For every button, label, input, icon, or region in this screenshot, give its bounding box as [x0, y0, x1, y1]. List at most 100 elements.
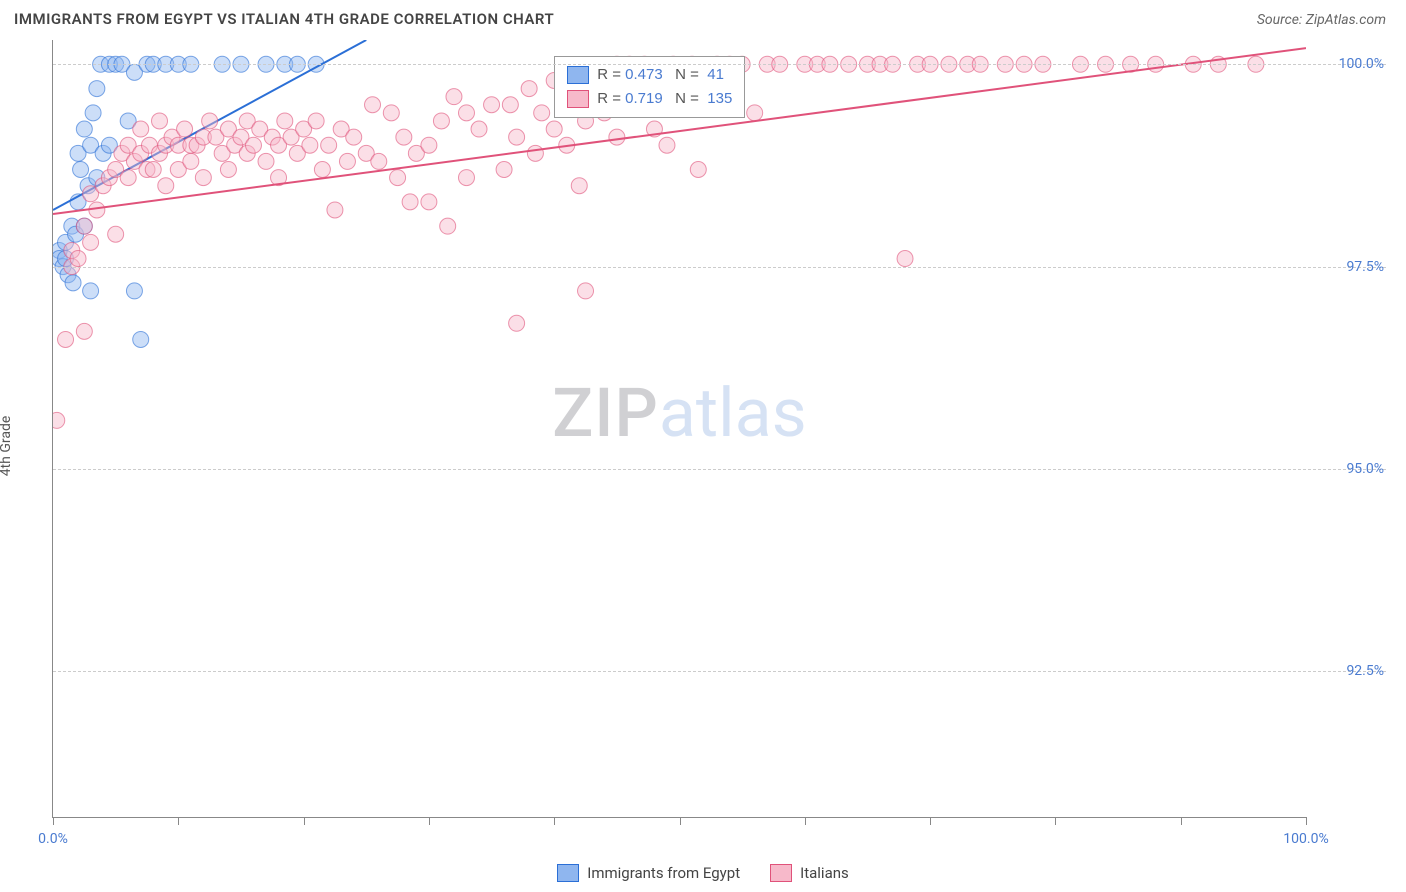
source-name: ZipAtlas.com [1306, 12, 1386, 28]
data-point [371, 153, 387, 169]
legend-swatch [567, 66, 589, 84]
data-point [383, 105, 399, 121]
x-tick [429, 817, 430, 825]
x-tick [930, 817, 931, 825]
data-point [747, 105, 763, 121]
data-point [527, 145, 543, 161]
data-point [73, 162, 89, 178]
data-point [433, 113, 449, 129]
data-point [471, 121, 487, 137]
data-point [76, 218, 92, 234]
series-legend-label: Immigrants from Egypt [587, 864, 740, 882]
series-legend-item: Italians [770, 864, 849, 882]
data-point [897, 251, 913, 267]
legend-swatch [557, 864, 579, 882]
data-point [152, 113, 168, 129]
data-point [421, 194, 437, 210]
chart-container: 4th Grade ZIPatlas R = 0.473 N = 41R = 0… [14, 40, 1386, 852]
data-point [65, 275, 81, 291]
legend-swatch [770, 864, 792, 882]
data-point [258, 153, 274, 169]
data-point [133, 331, 149, 347]
data-point [76, 323, 92, 339]
x-tick [178, 817, 179, 825]
series-legend-label: Italians [800, 864, 849, 882]
gridline [53, 267, 1386, 268]
data-point [421, 137, 437, 153]
data-point [58, 331, 74, 347]
data-point [484, 97, 500, 113]
data-point [145, 162, 161, 178]
data-point [496, 162, 512, 178]
data-point [440, 218, 456, 234]
data-point [659, 137, 675, 153]
gridline [53, 671, 1386, 672]
data-point [308, 113, 324, 129]
x-tick-label: 0.0% [38, 831, 68, 847]
gridline [53, 469, 1386, 470]
data-point [534, 105, 550, 121]
data-point [120, 170, 136, 186]
source-label: Source: [1257, 12, 1306, 28]
x-tick [1306, 817, 1307, 825]
data-point [546, 121, 562, 137]
legend-row: R = 0.473 N = 41 [567, 63, 732, 87]
y-tick-label: 95.0% [1314, 461, 1384, 477]
data-point [126, 283, 142, 299]
x-tick [53, 817, 54, 825]
data-point [183, 153, 199, 169]
data-point [76, 121, 92, 137]
data-point [390, 170, 406, 186]
data-point [571, 178, 587, 194]
data-point [327, 202, 343, 218]
data-point [321, 137, 337, 153]
data-point [446, 89, 462, 105]
x-tick [1055, 817, 1056, 825]
data-point [83, 234, 99, 250]
source-attribution: Source: ZipAtlas.com [1257, 12, 1386, 28]
legend-row: R = 0.719 N = 135 [567, 87, 732, 111]
data-point [85, 105, 101, 121]
data-point [133, 121, 149, 137]
y-tick-label: 100.0% [1314, 56, 1384, 72]
data-point [346, 129, 362, 145]
data-point [458, 170, 474, 186]
chart-title: IMMIGRANTS FROM EGYPT VS ITALIAN 4TH GRA… [14, 10, 554, 28]
data-point [502, 97, 518, 113]
data-point [458, 105, 474, 121]
x-tick [554, 817, 555, 825]
data-point [70, 251, 86, 267]
data-point [245, 137, 261, 153]
data-point [158, 178, 174, 194]
data-point [83, 283, 99, 299]
data-point [521, 81, 537, 97]
gridline [53, 64, 1386, 65]
data-point [339, 153, 355, 169]
data-point [177, 121, 193, 137]
data-point [89, 81, 105, 97]
data-point [195, 170, 211, 186]
data-point [277, 113, 293, 129]
plot-area: ZIPatlas R = 0.473 N = 41R = 0.719 N = 1… [52, 40, 1306, 818]
x-tick [304, 817, 305, 825]
data-point [509, 129, 525, 145]
data-point [89, 202, 105, 218]
data-point [49, 412, 65, 428]
data-point [690, 162, 706, 178]
data-point [220, 162, 236, 178]
y-tick-label: 97.5% [1314, 259, 1384, 275]
data-point [402, 194, 418, 210]
x-tick-label: 100.0% [1283, 831, 1328, 847]
series-legend: Immigrants from Egypt Italians [0, 864, 1406, 882]
data-point [578, 283, 594, 299]
data-point [314, 162, 330, 178]
chart-svg [53, 40, 1306, 817]
legend-stats: R = 0.473 N = 41 [597, 66, 724, 83]
legend-swatch [567, 90, 589, 108]
data-point [108, 226, 124, 242]
x-tick [1181, 817, 1182, 825]
y-tick-label: 92.5% [1314, 663, 1384, 679]
data-point [396, 129, 412, 145]
data-point [202, 113, 218, 129]
data-point [609, 129, 625, 145]
